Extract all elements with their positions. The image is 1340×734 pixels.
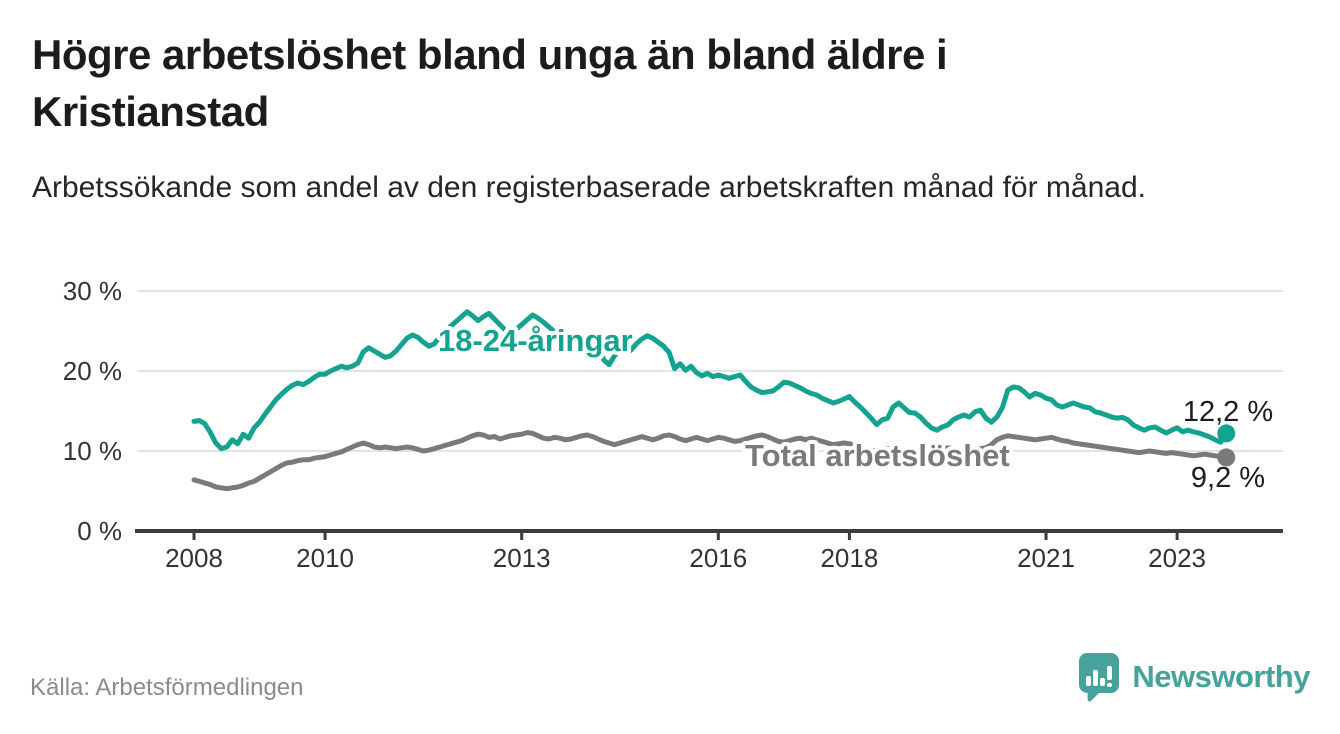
x-tick-label: 2016 bbox=[689, 543, 747, 573]
series-label-total: Total arbetslöshet bbox=[745, 438, 1010, 473]
y-tick-label: 20 % bbox=[63, 356, 122, 386]
series-line-18-24-ringar bbox=[191, 309, 1229, 452]
brand-logo: Newsworthy bbox=[1078, 652, 1310, 702]
bubble-shape bbox=[1079, 653, 1120, 702]
x-tick-label: 2008 bbox=[165, 543, 223, 573]
series-end-dot bbox=[1217, 448, 1236, 467]
source-attribution: Källa: Arbetsförmedlingen bbox=[30, 674, 304, 701]
series-line-total-arbetsl-shet bbox=[191, 430, 1229, 492]
page-title: Högre arbetslöshet bland unga än bland ä… bbox=[32, 31, 948, 135]
brand-wordmark: Newsworthy bbox=[1132, 659, 1310, 694]
series-label-young: 18-24-åringar bbox=[438, 323, 633, 358]
end-value-label-young: 12,2 % bbox=[1183, 396, 1273, 428]
series-end-dot bbox=[1217, 424, 1236, 443]
x-tick-label: 2023 bbox=[1148, 543, 1206, 573]
end-value-label-total: 9,2 % bbox=[1191, 462, 1265, 494]
x-tick-label: 2010 bbox=[296, 543, 354, 573]
x-tick-label: 2013 bbox=[493, 543, 551, 573]
newsworthy-bubble-icon bbox=[1079, 653, 1120, 702]
x-tick-label: 2018 bbox=[820, 543, 878, 573]
x-axis-ticks bbox=[192, 531, 1179, 540]
y-tick-label: 10 % bbox=[63, 436, 122, 466]
x-axis-tick-labels: 2008 2010 2013 2016 2018 2021 2023 bbox=[165, 543, 1206, 573]
gridlines bbox=[137, 290, 1283, 452]
y-tick-label: 30 % bbox=[63, 276, 122, 306]
x-tick-label: 2021 bbox=[1017, 543, 1075, 573]
y-axis-labels: 30 % 20 % 10 % 0 % bbox=[63, 276, 122, 546]
page-subtitle: Arbetssökande som andel av den registerb… bbox=[32, 171, 1146, 204]
series-lines bbox=[191, 309, 1236, 492]
y-tick-label: 0 % bbox=[77, 516, 122, 546]
